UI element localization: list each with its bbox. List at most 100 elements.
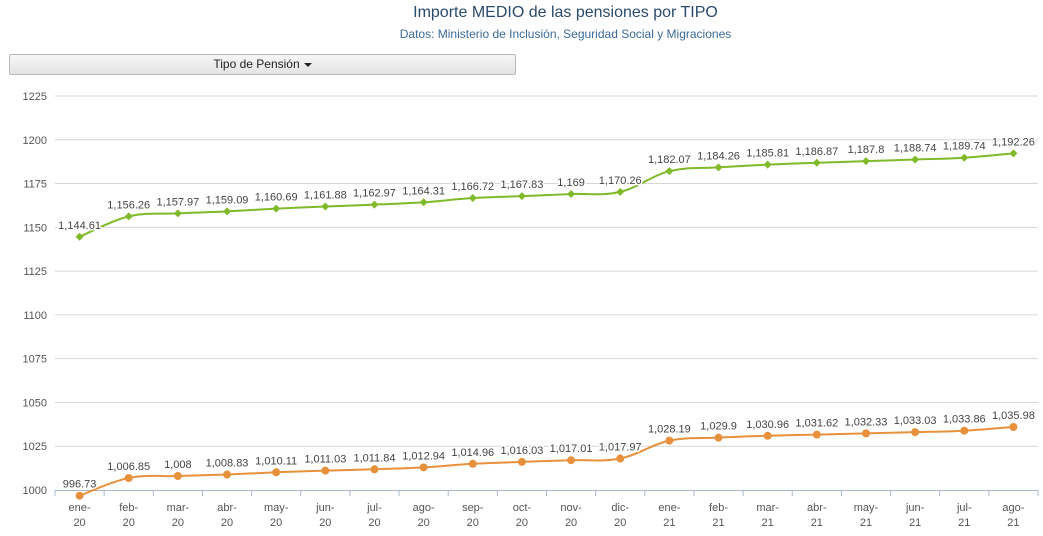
x-tick-label: 20: [565, 517, 577, 529]
data-label: 1,156.26: [107, 199, 150, 211]
x-tick-label: 21: [712, 517, 724, 529]
data-label: 1,016.03: [501, 445, 544, 457]
data-label: 1,182.07: [648, 154, 691, 166]
data-point: [517, 192, 526, 201]
x-tick-label: 21: [762, 517, 774, 529]
data-label: 1,008.83: [206, 458, 249, 470]
y-tick-label: 1050: [23, 397, 47, 409]
data-point: [370, 200, 379, 209]
data-label: 1,164.31: [402, 185, 445, 197]
x-tick-label: 21: [663, 517, 675, 529]
data-label: 1,167.83: [501, 179, 544, 191]
chart-subtitle: Datos: Ministerio de Inclusión, Segurida…: [399, 27, 732, 41]
data-point: [272, 204, 281, 213]
pension-type-dropdown-label: Tipo de Pensión: [213, 57, 300, 71]
data-point: [567, 190, 576, 199]
data-label: 1,029.9: [700, 421, 737, 433]
x-tick-label: oct-: [513, 502, 532, 514]
data-label: 1,192.26: [992, 136, 1035, 148]
x-tick-label: sep-: [462, 502, 484, 514]
data-point: [911, 428, 920, 437]
x-tick-label: 20: [123, 517, 135, 529]
data-point: [321, 202, 330, 211]
y-tick-label: 1000: [23, 485, 47, 497]
y-tick-label: 1100: [23, 310, 47, 322]
data-label: 1,012.94: [402, 450, 445, 462]
data-label: 1,159.09: [206, 194, 249, 206]
x-tick-label: 20: [73, 517, 85, 529]
data-label: 1,028.19: [648, 424, 691, 436]
data-point: [272, 468, 281, 477]
data-label: 1,031.62: [795, 418, 838, 430]
data-point: [468, 459, 477, 468]
data-point: [223, 207, 232, 216]
data-label: 1,160.69: [255, 192, 298, 204]
x-tick-label: 21: [1007, 517, 1019, 529]
data-label: 1,162.97: [353, 188, 396, 200]
x-tick-label: mar-: [167, 502, 190, 514]
data-point: [812, 430, 821, 439]
x-tick-label: jul-: [366, 502, 382, 514]
data-label: 1,011.84: [353, 452, 395, 464]
data-point: [468, 194, 477, 203]
data-point: [812, 158, 821, 167]
data-label: 1,033.03: [894, 415, 937, 427]
data-label: 1,014.96: [451, 447, 494, 459]
data-label: 1,006.85: [107, 461, 150, 473]
y-tick-label: 1025: [23, 441, 47, 453]
data-point: [1009, 422, 1018, 431]
x-tick-label: 21: [860, 517, 872, 529]
x-tick-label: 21: [909, 517, 921, 529]
data-label: 1,189.74: [943, 141, 986, 153]
data-label: 1,011.03: [304, 454, 346, 466]
data-label: 1,157.97: [156, 196, 199, 208]
data-label: 1,010.11: [255, 455, 297, 467]
data-point: [517, 457, 526, 466]
data-label: 1,169: [557, 177, 585, 189]
x-tick-label: may-: [264, 502, 289, 514]
data-point: [714, 433, 723, 442]
x-tick-label: 20: [172, 517, 184, 529]
data-point: [321, 466, 330, 475]
x-tick-label: 20: [368, 517, 380, 529]
x-tick-label: jun-: [315, 502, 335, 514]
x-tick-label: feb-: [119, 502, 138, 514]
data-point: [370, 465, 379, 474]
x-tick-label: ene-: [658, 502, 680, 514]
y-tick-label: 1075: [23, 354, 47, 366]
data-point: [75, 491, 84, 500]
data-point: [616, 454, 625, 463]
series-line-2: [79, 425, 1014, 497]
data-label: 1,144.61: [58, 220, 101, 232]
data-point: [861, 429, 870, 438]
data-label: 1,008: [164, 459, 192, 471]
data-point: [173, 209, 182, 218]
data-point: [419, 463, 428, 472]
x-tick-label: 20: [319, 517, 331, 529]
x-tick-label: 20: [614, 517, 626, 529]
pension-type-dropdown[interactable]: Tipo de Pensión: [9, 54, 516, 75]
series-line-1: [79, 152, 1014, 238]
data-point: [665, 167, 674, 176]
y-tick-label: 1175: [23, 179, 47, 191]
x-tick-label: ago-: [413, 502, 435, 514]
data-label: 1,161.88: [304, 190, 347, 202]
data-label: 1,035.98: [992, 410, 1035, 422]
data-point: [861, 157, 870, 166]
x-tick-label: 20: [516, 517, 528, 529]
data-label: 1,017.97: [599, 442, 642, 454]
data-point: [124, 474, 133, 483]
data-label: 1,033.86: [943, 414, 986, 426]
data-point: [75, 232, 84, 241]
x-tick-label: 20: [270, 517, 282, 529]
data-point: [616, 187, 625, 196]
y-tick-label: 1225: [23, 91, 47, 103]
data-label: 1,188.74: [894, 142, 937, 154]
data-label: 1,185.81: [746, 148, 789, 160]
x-tick-label: dic-: [611, 502, 629, 514]
x-tick-label: 21: [958, 517, 970, 529]
x-tick-label: 21: [811, 517, 823, 529]
data-point: [714, 163, 723, 172]
data-label: 996.73: [63, 479, 97, 491]
